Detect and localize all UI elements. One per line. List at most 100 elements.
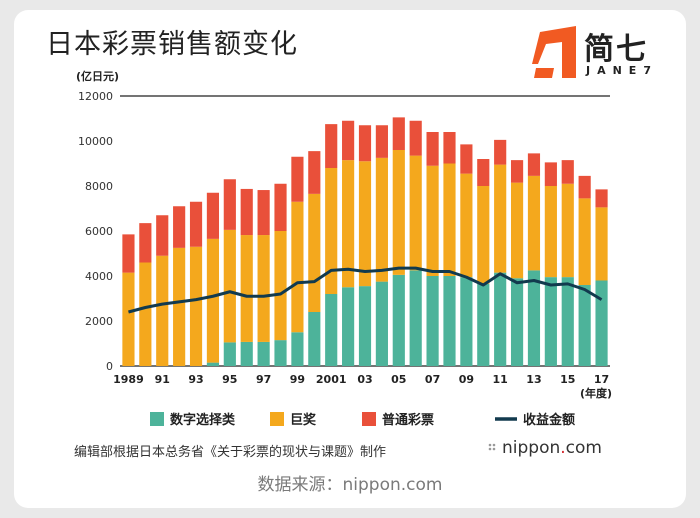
logo-mark-icon (532, 26, 576, 78)
bar-segment (426, 165, 439, 276)
bar-segment (342, 287, 355, 366)
bar-segment (122, 234, 135, 273)
bar-segment (223, 229, 236, 343)
y-tick-label: 10000 (78, 135, 113, 148)
bar-segment (274, 231, 287, 341)
x-tick-label: 09 (459, 373, 474, 386)
bar-segment (342, 120, 355, 161)
bar-segment (527, 175, 541, 271)
bar-segment (578, 175, 591, 199)
bar-segment (240, 341, 253, 366)
legend-label: 巨奖 (290, 412, 317, 428)
bar-segment (274, 183, 287, 231)
bar-segment (223, 342, 236, 366)
x-tick-label: 2001 (316, 373, 347, 386)
legend-swatch (362, 412, 376, 426)
y-tick-label: 12000 (78, 90, 113, 103)
bar-segment (544, 277, 557, 366)
bar-segment (392, 117, 405, 150)
bar-segment (460, 144, 473, 174)
x-tick-label: 05 (391, 373, 406, 386)
bar-segment (561, 277, 574, 366)
x-tick-label: 99 (290, 373, 305, 386)
bar-segment (527, 153, 541, 176)
revenue-line (128, 266, 603, 314)
x-tick-label: 13 (526, 373, 541, 386)
bar-segment (375, 281, 388, 366)
nippon-brand-dot: . (560, 438, 566, 458)
bar-segment (443, 132, 456, 164)
bar-segment (342, 160, 355, 288)
x-tick-label: 03 (357, 373, 372, 386)
legend-label: 收益金额 (523, 412, 575, 428)
y-tick-label: 8000 (85, 180, 113, 193)
bar-segment (223, 179, 236, 230)
nippon-logo: nippon.com (488, 438, 602, 458)
source-note: 编辑部根据日本总务省《关于彩票的现状与课题》制作 (74, 445, 387, 460)
bar-segment (460, 277, 473, 366)
legend-label: 普通彩票 (382, 412, 434, 428)
x-tick-label: 17 (594, 373, 609, 386)
nippon-brand-tld: com (565, 438, 602, 458)
x-tick-label: 11 (493, 373, 508, 386)
bar-segment (358, 286, 372, 366)
bar-segment (561, 160, 574, 184)
bar-segment (409, 120, 422, 156)
bar-segment (291, 332, 304, 366)
logo-en-text: JANE7 (586, 64, 658, 77)
bar-segment (595, 280, 608, 366)
bar-segment (325, 294, 338, 366)
axis-labels: (亿日元) (年度) (76, 69, 612, 400)
bar-segment (443, 163, 456, 276)
bar-segment (257, 190, 270, 236)
bar-segment (544, 186, 557, 278)
bars (122, 117, 608, 366)
bar-segment (443, 276, 456, 366)
bar-segment (595, 189, 608, 208)
legend: 数字选择类 巨奖 普通彩票 收益金额 (150, 412, 575, 428)
bar-segment (392, 274, 405, 366)
x-tick-label: 07 (425, 373, 440, 386)
y-tick-label: 0 (106, 360, 113, 373)
bar-segment (409, 270, 422, 366)
bar-segment (189, 201, 203, 247)
bar-segment (291, 201, 304, 333)
bar-segment (510, 160, 524, 183)
bar-segment (358, 161, 372, 287)
bar-segment (189, 246, 203, 366)
bar-segment (206, 362, 220, 366)
bar-segment (358, 125, 372, 162)
page-title: 日本彩票销售额变化 (46, 29, 298, 60)
bar-segment (375, 125, 388, 158)
bar-segment (409, 155, 422, 271)
bar-segment (325, 168, 338, 294)
x-axis-ticks: 1989 91 93 95 97 99 2001 03 05 07 09 11 13 15 17 (113, 373, 609, 386)
brand-logo: 简七 JANE7 (532, 24, 672, 84)
y-tick-label: 6000 (85, 225, 113, 238)
bar-segment (494, 139, 507, 165)
y-axis-ticks: 0 2000 4000 6000 8000 10000 12000 (78, 90, 113, 373)
bar-segment (595, 207, 608, 281)
x-axis-label: (年度) (580, 386, 612, 400)
revenue-line-path (128, 266, 603, 314)
data-source: 数据来源：nippon.com (257, 475, 443, 495)
bar-segment (510, 182, 524, 279)
bar-segment (510, 278, 524, 366)
bar-segment (494, 272, 507, 366)
bar-segment (477, 283, 490, 366)
legend-swatch (150, 412, 164, 426)
bar-segment (426, 132, 439, 166)
bar-segment (122, 272, 135, 366)
x-tick-label: 15 (560, 373, 575, 386)
x-tick-label: 95 (222, 373, 237, 386)
bar-segment (257, 235, 270, 342)
bar-segment (477, 186, 490, 284)
bar-segment (578, 198, 591, 285)
x-tick-label: 91 (155, 373, 170, 386)
bar-segment (156, 215, 169, 256)
logo-cn-text: 简七 (584, 32, 648, 67)
bar-segment (460, 173, 473, 278)
bar-segment (291, 156, 304, 202)
bar-segment (544, 162, 557, 186)
bar-segment (308, 312, 321, 366)
